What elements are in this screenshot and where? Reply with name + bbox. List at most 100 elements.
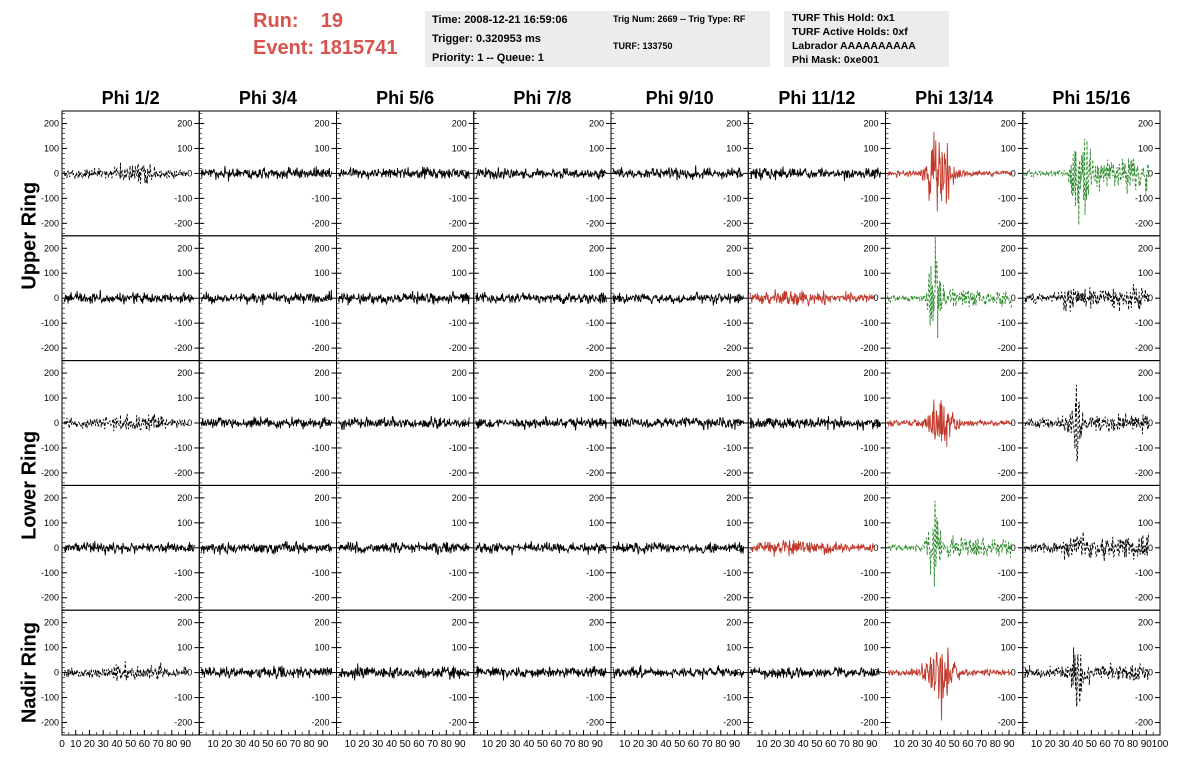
y-tick-label: 0: [1011, 418, 1016, 428]
y-tick-label: 100: [177, 143, 192, 153]
turf-hold-text: TURF This Hold: 0x1: [792, 12, 895, 24]
waveform-trace: [750, 166, 882, 181]
y-tick-label: -100: [586, 568, 604, 578]
y-tick-label: -200: [586, 718, 604, 728]
turf-text: TURF: 133750: [613, 41, 673, 51]
y-tick-label: -100: [723, 693, 741, 703]
y-tick-label: 0: [1148, 668, 1153, 678]
x-tick-label: 20: [221, 739, 233, 750]
y-tick-label: 100: [177, 268, 192, 278]
y-tick-label: -100: [586, 318, 604, 328]
y-tick-label: 200: [1001, 368, 1016, 378]
event-label: Event:: [253, 37, 315, 59]
panel-frame: [336, 110, 475, 237]
x-tick-label: 10: [70, 739, 82, 750]
waveform-trace: [200, 289, 333, 306]
y-tick-label: 200: [1138, 118, 1153, 128]
y-tick-label: 0: [187, 668, 192, 678]
waveform-trace: [63, 661, 189, 681]
waveform-trace: [1024, 531, 1150, 562]
y-tick-label: -100: [860, 568, 878, 578]
x-tick-label: 80: [715, 739, 727, 750]
waveform-trace: [475, 416, 607, 431]
x-tick-label: 50: [1086, 739, 1098, 750]
x-tick-label: 40: [798, 739, 810, 750]
x-tick-label: 70: [702, 739, 714, 750]
column-header: Phi 1/2: [102, 88, 160, 108]
y-tick-label: -100: [723, 568, 741, 578]
x-tick-label: 70: [564, 739, 576, 750]
y-tick-label: 0: [873, 168, 878, 178]
y-tick-label: -100: [174, 443, 192, 453]
x-tick-label: 60: [139, 739, 151, 750]
y-tick-label: 0: [1148, 293, 1153, 303]
y-tick-label: -200: [723, 718, 741, 728]
y-tick-label: 0: [873, 543, 878, 553]
y-tick-label: -200: [174, 468, 192, 478]
y-tick-label: 0: [54, 418, 59, 428]
x-tick-label: 80: [166, 739, 178, 750]
x-tick-label: 60: [551, 739, 563, 750]
x-tick-label: 20: [1045, 739, 1057, 750]
y-tick-label: -100: [860, 443, 878, 453]
y-tick-label: 100: [726, 518, 741, 528]
x-tick-label: 70: [1113, 739, 1125, 750]
y-tick-label: -200: [723, 218, 741, 228]
row-label: Nadir Ring: [18, 622, 40, 723]
y-tick-label: 100: [44, 643, 59, 653]
y-tick-label: -200: [860, 218, 878, 228]
y-tick-label: 200: [589, 493, 604, 503]
waveform-trace: [1024, 138, 1150, 225]
x-tick-label: 90: [866, 739, 878, 750]
run-label: Run:: [253, 10, 299, 32]
y-tick-label: 200: [452, 118, 467, 128]
x-tick-label: 40: [935, 739, 947, 750]
waveform-trace: [338, 166, 470, 180]
y-tick-label: 100: [1138, 643, 1153, 653]
y-tick-label: -100: [1135, 193, 1153, 203]
y-tick-label: 200: [452, 618, 467, 628]
y-tick-label: 200: [177, 368, 192, 378]
x-tick-label: 60: [276, 739, 288, 750]
x-tick-label: 80: [852, 739, 864, 750]
x-tick-label: 80: [990, 739, 1002, 750]
y-tick-label: 0: [187, 293, 192, 303]
y-tick-label: 0: [462, 168, 467, 178]
waveform-trace: [338, 415, 470, 431]
x-tick-label: 60: [1100, 739, 1112, 750]
y-tick-label: -200: [311, 218, 329, 228]
waveform-trace: [612, 165, 744, 181]
y-tick-label: 100: [314, 268, 329, 278]
x-tick-label: 70: [839, 739, 851, 750]
y-tick-label: -100: [311, 693, 329, 703]
x-tick-label: 80: [578, 739, 590, 750]
waveform-trace: [612, 541, 745, 555]
y-tick-label: 0: [54, 293, 59, 303]
y-tick-label: -200: [174, 343, 192, 353]
y-tick-label: -200: [311, 593, 329, 603]
column-header: Phi 13/14: [915, 88, 993, 108]
y-tick-label: -200: [998, 468, 1016, 478]
column-header: Phi 11/12: [778, 88, 855, 108]
x-tick-label: 60: [413, 739, 425, 750]
y-tick-label: -200: [586, 218, 604, 228]
y-tick-label: 200: [726, 118, 741, 128]
y-tick-label: 200: [1001, 243, 1016, 253]
y-tick-label: 200: [314, 118, 329, 128]
y-tick-label: -200: [1135, 218, 1153, 228]
y-tick-label: -200: [449, 468, 467, 478]
y-tick-label: 200: [452, 368, 467, 378]
y-tick-label: 0: [324, 543, 329, 553]
y-tick-label: 200: [314, 368, 329, 378]
y-tick-label: -100: [449, 693, 467, 703]
waveform-trace: [749, 416, 882, 431]
y-tick-label: 0: [54, 543, 59, 553]
y-tick-label: 0: [1011, 293, 1016, 303]
x-tick-label: 80: [441, 739, 453, 750]
y-tick-label: 200: [863, 243, 878, 253]
y-tick-label: -200: [449, 718, 467, 728]
x-tick-label: 40: [111, 739, 123, 750]
priority-text: Priority: 1 -- Queue: 1: [432, 52, 544, 64]
x-tick-label: 70: [427, 739, 439, 750]
